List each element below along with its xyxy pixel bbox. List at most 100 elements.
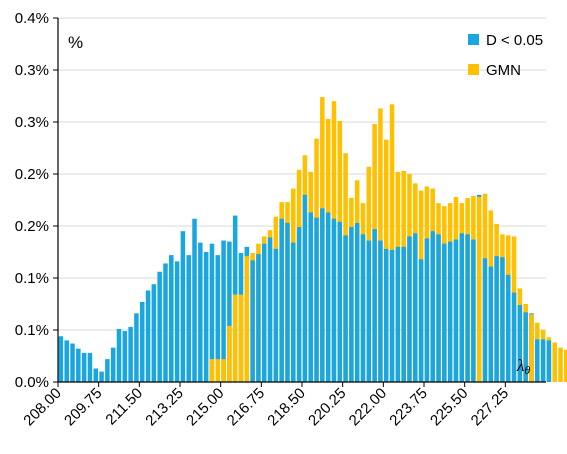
- y-tick-label-3: 0.2%: [15, 218, 49, 235]
- y-tick-label-1: 0.1%: [15, 322, 49, 339]
- x-tick-label-9: 223.75: [386, 385, 430, 429]
- bar-d-lt-005-68: [453, 239, 459, 382]
- bar-d-lt-005-3: [76, 348, 81, 382]
- bar-d-lt-005-35: [261, 243, 267, 382]
- y-tick-label-4: 0.2%: [15, 166, 49, 183]
- bar-gmn-55: [529, 314, 534, 382]
- bar-d-lt-005-83: [540, 339, 546, 382]
- bar-d-lt-005-17: [157, 271, 162, 382]
- bar-d-lt-005-11: [122, 331, 128, 382]
- bar-gmn-31: [389, 104, 395, 382]
- legend-swatch-0: [468, 34, 479, 45]
- bar-d-lt-005-45: [320, 208, 325, 382]
- bar-d-lt-005-23: [192, 218, 197, 382]
- bar-d-lt-005-69: [459, 233, 465, 382]
- bar-d-lt-005-54: [372, 229, 377, 382]
- bar-d-lt-005-51: [354, 222, 360, 382]
- bar-d-lt-005-79: [517, 305, 523, 382]
- bar-gmn-1: [215, 359, 221, 382]
- x-tick-label-0: 208.00: [20, 385, 64, 429]
- legend-swatch-1: [468, 64, 479, 75]
- x-tick-labels: 208.00209.75211.50213.25215.00216.75218.…: [20, 385, 512, 429]
- bar-d-lt-005-14: [139, 301, 145, 382]
- bar-d-lt-005-62: [418, 259, 424, 382]
- y-tick-label-2: 0.1%: [15, 270, 49, 287]
- bar-d-lt-005-55: [378, 240, 383, 382]
- bar-d-lt-005-43: [308, 212, 313, 382]
- gridlines: [58, 17, 546, 331]
- y-unit-label: %: [68, 33, 83, 52]
- bar-d-lt-005-47: [331, 218, 337, 382]
- bar-d-lt-005-65: [436, 234, 441, 382]
- bar-d-lt-005-46: [325, 212, 331, 382]
- bar-d-lt-005-75: [494, 256, 499, 382]
- bar-d-lt-005-71: [471, 239, 476, 382]
- bar-d-lt-005-10: [116, 328, 122, 382]
- bar-d-lt-005-1: [64, 340, 69, 382]
- bar-gmn-5: [238, 294, 244, 382]
- bar-d-lt-005-53: [366, 240, 372, 382]
- legend-label-1: GMN: [486, 62, 521, 79]
- x-axis-symbol: λθ: [516, 356, 530, 377]
- bar-d-lt-005-67: [447, 241, 453, 382]
- bar-gmn-61: [564, 349, 567, 382]
- axes: [53, 17, 546, 387]
- bar-d-lt-005-24: [198, 242, 203, 382]
- x-tick-label-3: 213.25: [142, 385, 186, 429]
- x-tick-label-7: 220.25: [305, 385, 349, 429]
- bar-gmn-6: [244, 256, 250, 382]
- bar-d-lt-005-74: [488, 266, 494, 382]
- bar-d-lt-005-73: [482, 258, 488, 382]
- bar-d-lt-005-12: [128, 326, 133, 382]
- bar-d-lt-005-82: [535, 339, 540, 382]
- bar-d-lt-005-40: [291, 242, 296, 382]
- bar-d-lt-005-27: [215, 255, 221, 382]
- bar-d-lt-005-84: [546, 340, 552, 382]
- bar-d-lt-005-33: [250, 260, 255, 382]
- bar-d-lt-005-38: [279, 218, 284, 382]
- bar-d-lt-005-4: [81, 352, 87, 382]
- bar-d-lt-005-6: [93, 368, 99, 382]
- x-tick-label-5: 216.75: [224, 385, 268, 429]
- bar-gmn-46: [476, 196, 482, 382]
- x-tick-label-4: 215.00: [183, 385, 227, 429]
- bar-gmn-3: [227, 325, 232, 382]
- y-tick-label-6: 0.3%: [15, 62, 49, 79]
- x-tick-label-1: 209.75: [61, 385, 105, 429]
- bar-gmn-59: [552, 342, 557, 382]
- bar-d-lt-005-20: [174, 261, 180, 382]
- bar-d-lt-005-78: [511, 292, 517, 382]
- y-tick-label-7: 0.4%: [15, 10, 49, 27]
- bar-d-lt-005-25: [203, 252, 209, 382]
- bar-gmn-60: [558, 347, 563, 382]
- x-tick-label-2: 211.50: [102, 385, 146, 429]
- bar-d-lt-005-36: [267, 237, 273, 382]
- bar-d-lt-005-19: [169, 255, 174, 382]
- bar-d-lt-005-0: [58, 336, 64, 382]
- bar-d-lt-005-60: [407, 236, 412, 382]
- bar-d-lt-005-80: [523, 312, 528, 382]
- bar-d-lt-005-13: [134, 313, 139, 382]
- bar-d-lt-005-8: [105, 359, 110, 382]
- bars: [58, 97, 567, 383]
- bar-d-lt-005-18: [163, 263, 168, 382]
- bar-d-lt-005-49: [343, 235, 348, 382]
- bar-gmn-4: [232, 294, 238, 382]
- bar-d-lt-005-21: [180, 231, 186, 382]
- x-axis-symbol-sub: θ: [524, 363, 530, 377]
- bar-d-lt-005-59: [401, 246, 406, 382]
- bar-d-lt-005-34: [256, 254, 261, 382]
- legend: D < 0.05 GMN: [468, 32, 543, 79]
- bar-d-lt-005-39: [285, 222, 290, 382]
- bar-d-lt-005-52: [360, 234, 366, 382]
- legend-label-0: D < 0.05: [486, 32, 543, 49]
- bar-d-lt-005-70: [465, 234, 470, 382]
- bar-d-lt-005-57: [389, 249, 395, 382]
- bar-d-lt-005-29: [227, 241, 232, 382]
- x-tick-label-8: 222.00: [346, 385, 390, 429]
- bar-d-lt-005-50: [349, 227, 354, 382]
- bar-d-lt-005-22: [186, 255, 191, 382]
- x-axis-symbol-main: λ: [516, 356, 524, 375]
- bar-d-lt-005-61: [413, 233, 418, 382]
